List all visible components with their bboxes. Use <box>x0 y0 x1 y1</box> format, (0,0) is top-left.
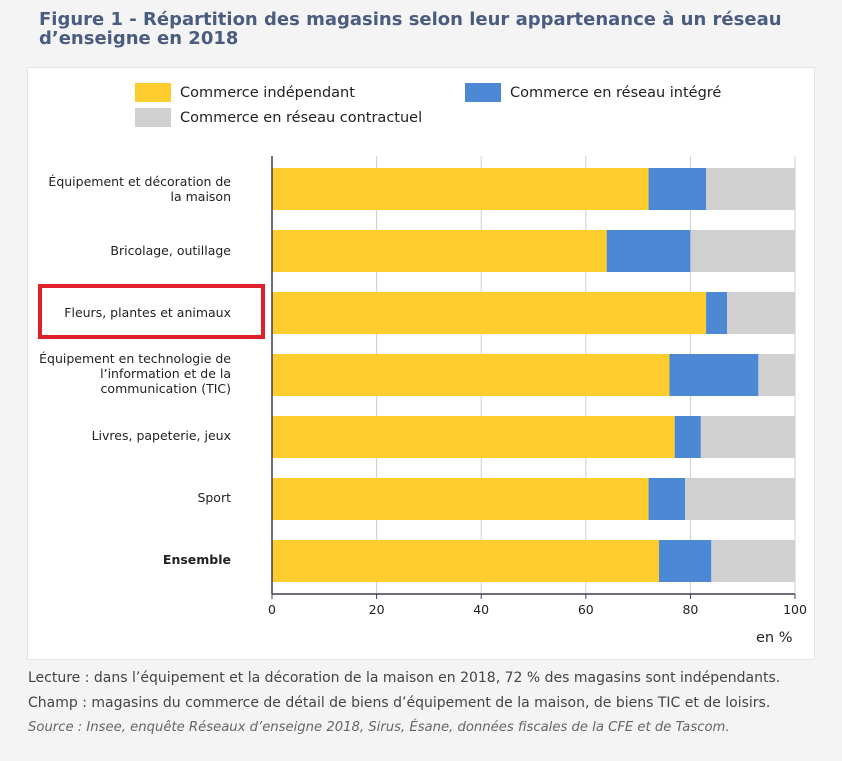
note-source: Source : Insee, enquête Réseaux d’enseig… <box>28 720 730 735</box>
category-label-sport: Sport <box>197 490 231 505</box>
bar-segment-integre <box>659 540 712 582</box>
bar-segment-integre <box>606 230 691 272</box>
bar-segment-integre <box>648 478 686 520</box>
bar-segment-integre <box>674 416 701 458</box>
bar-segment-integre <box>648 168 707 210</box>
bar-segment-contractuel <box>758 354 795 396</box>
legend-swatch-independant <box>135 83 171 102</box>
highlight-box <box>38 284 265 339</box>
chart-panel: Commerce indépendant Commerce en réseau … <box>27 67 815 660</box>
legend-label-contractuel: Commerce en réseau contractuel <box>180 110 423 126</box>
category-label-equipement-maison: Équipement et décoration de la maison <box>48 174 231 204</box>
legend-swatch-contractuel <box>135 108 171 127</box>
x-tick-label: 20 <box>369 602 385 617</box>
bar-segment-contractuel <box>711 540 795 582</box>
category-label-tic: Équipement en technologie de l’informatio… <box>39 351 231 396</box>
bar-segment-integre <box>706 292 728 334</box>
x-axis-unit-label: en % <box>756 630 793 646</box>
stacked-bar-chart: 0 20 40 60 80 100 <box>268 156 807 617</box>
bar-segment-contractuel <box>700 416 795 458</box>
bar-segment-contractuel <box>685 478 795 520</box>
category-label-bricolage: Bricolage, outillage <box>110 243 231 258</box>
bar-segment-independant <box>272 540 660 582</box>
bar-segment-independant <box>272 478 649 520</box>
category-label-ensemble: Ensemble <box>162 552 231 567</box>
bar-segment-independant <box>272 354 670 396</box>
bar-segment-integre <box>669 354 759 396</box>
bar-segment-independant <box>272 230 607 272</box>
bar-segment-independant <box>272 168 649 210</box>
x-tick-label: 80 <box>682 602 698 617</box>
x-tick-label: 0 <box>268 602 276 617</box>
category-label-fleurs: Fleurs, plantes et animaux <box>64 305 231 320</box>
bar-segment-contractuel <box>706 168 795 210</box>
note-lecture: Lecture : dans l’équipement et la décora… <box>28 670 781 686</box>
bar-segment-contractuel <box>727 292 795 334</box>
note-champ: Champ : magasins du commerce de détail d… <box>28 695 771 711</box>
legend-label-independant: Commerce indépendant <box>180 85 355 101</box>
figure-title: Figure 1 - Répartition des magasins selo… <box>39 9 782 49</box>
legend-label-integre: Commerce en réseau intégré <box>510 85 722 101</box>
x-tick-label: 40 <box>473 602 489 617</box>
category-label-livres: Livres, papeterie, jeux <box>91 428 231 443</box>
x-tick-label: 100 <box>783 602 807 617</box>
bar-segment-independant <box>272 292 707 334</box>
x-tick-label: 60 <box>578 602 594 617</box>
bar-segment-independant <box>272 416 675 458</box>
legend-swatch-integre <box>465 83 501 102</box>
bar-segment-contractuel <box>690 230 795 272</box>
